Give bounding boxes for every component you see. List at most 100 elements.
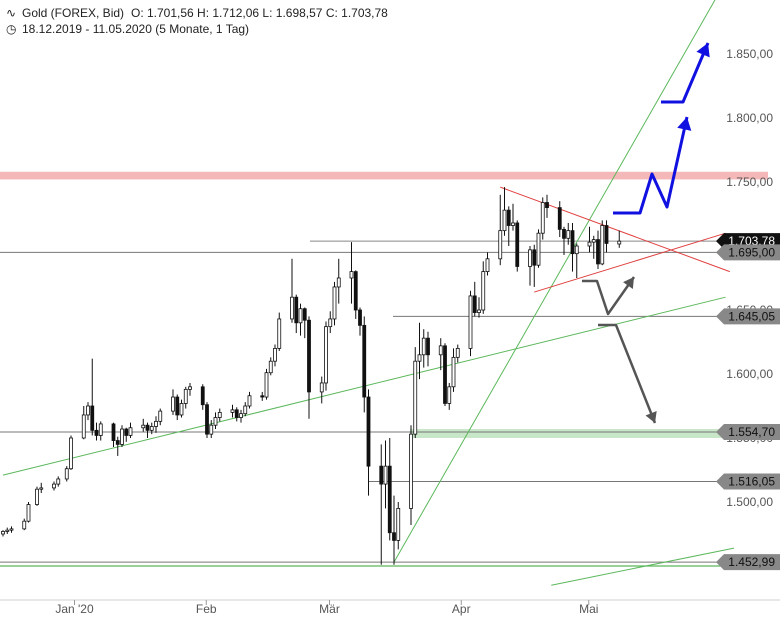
candle-up <box>383 465 388 485</box>
candle-down <box>94 429 99 436</box>
candle-up <box>468 295 473 349</box>
sideways-scenario-arrow-head <box>623 277 634 290</box>
triangle-lower-line <box>534 232 726 293</box>
candle-up <box>9 528 14 531</box>
candle-up <box>502 209 507 232</box>
candle-down <box>111 423 116 441</box>
candle-up <box>277 318 282 349</box>
candle-down <box>205 404 209 435</box>
price-tag: 1.554,70 <box>716 423 780 440</box>
price-tag-shape <box>716 244 780 261</box>
candle-up <box>120 428 124 445</box>
candle-up <box>81 414 86 439</box>
candle-up <box>86 405 90 416</box>
candle-up <box>298 308 303 324</box>
candle-down <box>302 308 307 321</box>
candle-up <box>22 520 27 530</box>
candle-up <box>600 225 605 265</box>
candle-up <box>349 271 354 279</box>
candle-up <box>319 382 324 393</box>
x-tick-label: Feb <box>196 602 217 616</box>
candle-up <box>273 347 277 362</box>
candle-up <box>5 529 10 532</box>
candle-up <box>591 239 596 243</box>
candle-up <box>332 286 337 320</box>
candle-down <box>358 309 362 326</box>
candle-down <box>379 465 384 485</box>
candle-up <box>617 240 622 245</box>
bullish-scenario-arrow-1 <box>613 116 692 215</box>
price-tag-shape <box>716 308 780 325</box>
candle-down <box>532 249 537 266</box>
candle-down <box>145 424 150 431</box>
candle-up <box>328 318 333 328</box>
candle-up <box>128 427 133 436</box>
candle-down <box>353 271 358 311</box>
candle-up <box>239 413 243 418</box>
price-tag-shape <box>716 554 780 571</box>
date-range: 18.12.2019 - 11.05.2020 (5 Monate, 1 Tag… <box>22 22 249 36</box>
y-tick-label: 1.500,00 <box>726 495 773 509</box>
candle-up <box>421 337 426 356</box>
candle-up <box>98 423 103 436</box>
candle-up <box>290 296 294 320</box>
candle-down <box>200 386 205 406</box>
candle-up <box>1 531 5 535</box>
candle-down <box>175 396 180 416</box>
candle-down <box>294 296 299 324</box>
candle-down <box>362 324 367 398</box>
candle-up <box>213 417 218 426</box>
candle-up <box>324 326 328 384</box>
candle-down <box>392 532 396 541</box>
candle-down <box>557 207 562 230</box>
bearish-scenario-arrow-head <box>645 411 657 423</box>
price-tag-label: 1.645,05 <box>728 309 775 323</box>
candle-up <box>438 345 443 356</box>
bearish-scenario-arrow-line <box>598 323 657 424</box>
candle-up <box>540 202 545 234</box>
candle-down <box>570 230 575 255</box>
candle-up <box>35 488 39 505</box>
triangle-upper-line <box>500 186 730 273</box>
candle-up <box>171 396 175 412</box>
candle-up <box>217 411 222 418</box>
instrument-title: Gold (FOREX, Bid) <box>22 6 124 20</box>
candle-up <box>498 230 503 260</box>
candle-up <box>417 354 422 362</box>
candle-up <box>158 410 163 422</box>
bullish-scenario-arrow-2-head <box>696 43 710 58</box>
candle-up <box>264 372 269 398</box>
candle-up <box>528 249 532 267</box>
candle-up <box>64 468 69 480</box>
bearish-scenario-arrow <box>598 323 657 424</box>
clock-icon: ◷ <box>6 22 17 36</box>
candle-up <box>209 424 214 435</box>
price-tag-label: 1.554,70 <box>728 425 775 439</box>
price-tag-label: 1.516,05 <box>728 474 775 488</box>
x-tick-label: Mär <box>319 602 340 616</box>
candle-down <box>366 396 371 467</box>
bullish-scenario-arrow-1-line <box>613 116 689 215</box>
x-tick-label: Jan '20 <box>55 602 94 616</box>
candle-down <box>307 319 311 393</box>
price-tag-shape <box>716 423 780 440</box>
candle-down <box>115 440 120 445</box>
y-tick-label: 1.600,00 <box>726 367 773 381</box>
y-tick-label: 1.800,00 <box>726 111 773 125</box>
candle-down <box>90 405 95 431</box>
ohlc-readout: O: 1.701,56 H: 1.712,06 L: 1.698,57 C: 1… <box>131 6 388 20</box>
candle-down <box>596 239 600 265</box>
candle-down <box>545 202 549 208</box>
price-tag: 1.645,05 <box>716 308 780 325</box>
candle-up <box>566 230 571 239</box>
candle-up <box>413 360 418 435</box>
sideways-scenario-arrow <box>582 276 636 316</box>
candle-down <box>562 228 566 239</box>
candle-up <box>188 386 192 390</box>
candle-down <box>124 428 129 436</box>
candle-up <box>26 504 31 522</box>
candle-down <box>387 465 392 534</box>
candle-up <box>154 420 158 427</box>
candle-up <box>485 258 490 272</box>
steep-uptrend-line <box>393 0 716 563</box>
